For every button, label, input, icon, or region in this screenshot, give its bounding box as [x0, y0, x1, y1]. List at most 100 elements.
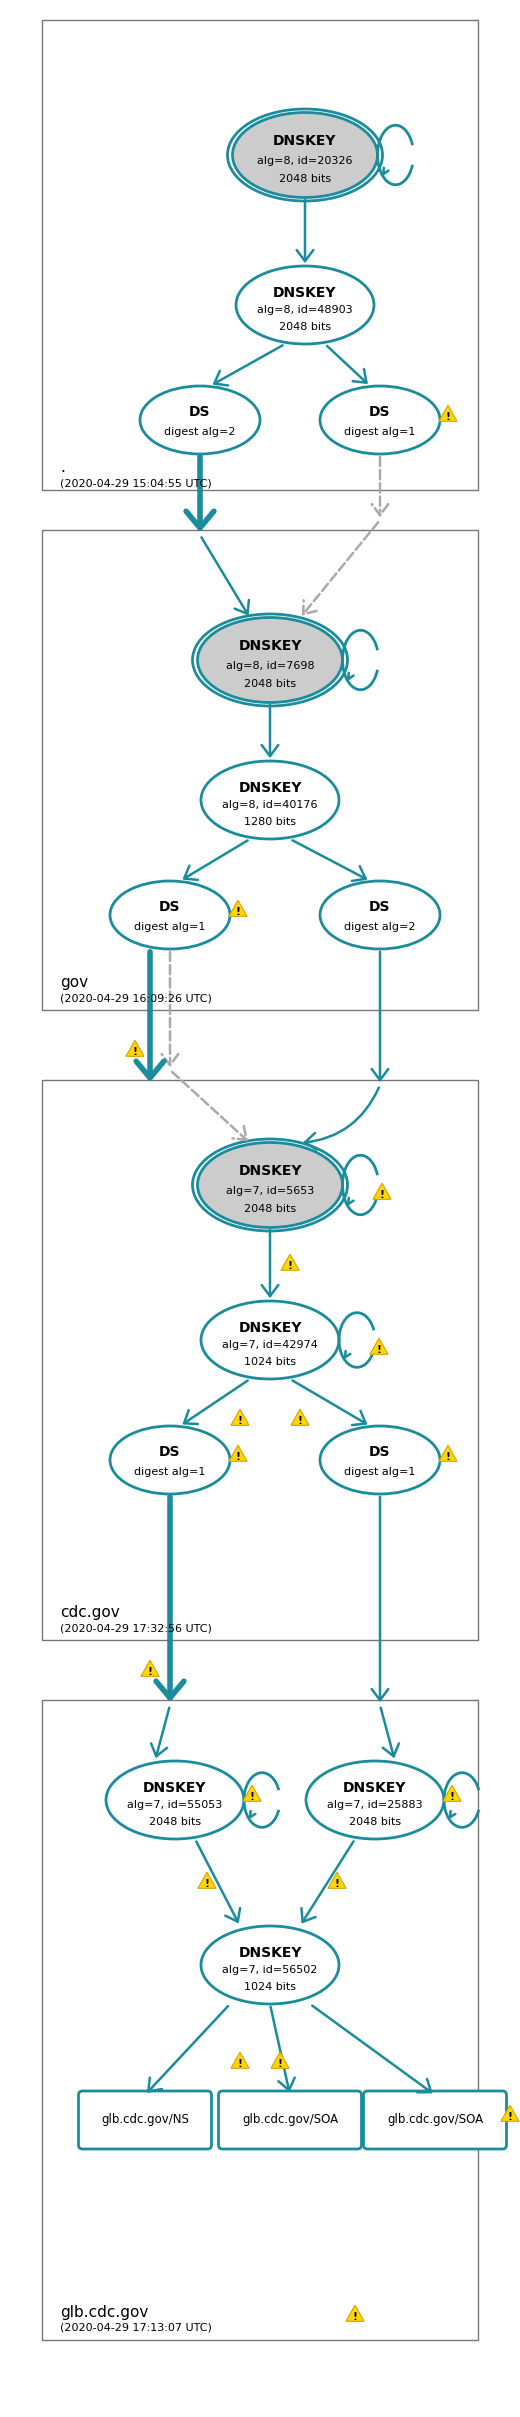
Polygon shape — [229, 899, 247, 916]
Text: gov: gov — [60, 974, 88, 991]
Polygon shape — [291, 1409, 309, 1426]
Text: !: ! — [288, 1262, 292, 1271]
Polygon shape — [231, 1409, 249, 1426]
Polygon shape — [373, 1184, 391, 1199]
Polygon shape — [328, 1873, 346, 1888]
FancyArrowPatch shape — [156, 1496, 184, 1697]
FancyArrowPatch shape — [262, 1230, 278, 1296]
Text: DNSKEY: DNSKEY — [273, 285, 337, 300]
Polygon shape — [126, 1039, 144, 1056]
Text: 2048 bits: 2048 bits — [149, 1818, 201, 1827]
Text: (2020-04-29 16:09:26 UTC): (2020-04-29 16:09:26 UTC) — [60, 993, 212, 1003]
Text: DS: DS — [369, 1445, 391, 1460]
Ellipse shape — [201, 1926, 339, 2004]
FancyArrowPatch shape — [186, 457, 214, 527]
Ellipse shape — [320, 1426, 440, 1494]
Text: !: ! — [250, 1791, 254, 1803]
Text: DS: DS — [369, 899, 391, 914]
FancyArrowPatch shape — [196, 1842, 240, 1922]
Text: 1024 bits: 1024 bits — [244, 1982, 296, 1992]
Ellipse shape — [110, 1426, 230, 1494]
FancyArrowPatch shape — [292, 1380, 366, 1426]
Ellipse shape — [306, 1762, 444, 1839]
Text: glb.cdc.gov/SOA: glb.cdc.gov/SOA — [242, 2112, 338, 2127]
Text: alg=8, id=48903: alg=8, id=48903 — [257, 305, 353, 317]
Text: alg=7, id=5653: alg=7, id=5653 — [226, 1187, 314, 1196]
Text: glb.cdc.gov/SOA: glb.cdc.gov/SOA — [387, 2112, 483, 2127]
Text: alg=7, id=56502: alg=7, id=56502 — [223, 1965, 318, 1975]
Text: DNSKEY: DNSKEY — [238, 1320, 302, 1334]
Text: DS: DS — [189, 404, 211, 418]
Text: !: ! — [297, 1416, 303, 1426]
FancyBboxPatch shape — [218, 2091, 361, 2149]
Text: 1024 bits: 1024 bits — [244, 1356, 296, 1368]
FancyArrowPatch shape — [184, 1380, 248, 1424]
Text: !: ! — [334, 1878, 340, 1890]
Text: .: . — [60, 459, 65, 476]
Ellipse shape — [232, 114, 378, 198]
FancyArrowPatch shape — [312, 2006, 431, 2093]
Text: alg=7, id=42974: alg=7, id=42974 — [222, 1341, 318, 1351]
Polygon shape — [281, 1254, 299, 1271]
Polygon shape — [141, 1660, 159, 1677]
Polygon shape — [370, 1339, 388, 1354]
Text: DNSKEY: DNSKEY — [343, 1781, 407, 1793]
FancyArrowPatch shape — [372, 457, 388, 515]
Text: alg=7, id=25883: alg=7, id=25883 — [327, 1801, 423, 1810]
Text: 2048 bits: 2048 bits — [244, 679, 296, 689]
Text: cdc.gov: cdc.gov — [60, 1605, 120, 1619]
Text: !: ! — [446, 413, 450, 423]
FancyBboxPatch shape — [363, 2091, 506, 2149]
Polygon shape — [443, 1786, 461, 1801]
Text: DNSKEY: DNSKEY — [273, 135, 337, 147]
FancyArrowPatch shape — [372, 1496, 388, 1699]
Polygon shape — [271, 2052, 289, 2069]
Text: DS: DS — [369, 404, 391, 418]
Text: (2020-04-29 17:32:56 UTC): (2020-04-29 17:32:56 UTC) — [60, 1622, 212, 1634]
Bar — [42, 529, 478, 1010]
Ellipse shape — [236, 266, 374, 343]
Polygon shape — [229, 1445, 247, 1462]
Text: digest alg=2: digest alg=2 — [344, 923, 416, 933]
Text: !: ! — [380, 1189, 384, 1201]
Text: 2048 bits: 2048 bits — [279, 321, 331, 331]
Ellipse shape — [201, 761, 339, 839]
Text: DNSKEY: DNSKEY — [238, 641, 302, 653]
FancyArrowPatch shape — [270, 2006, 295, 2091]
Text: !: ! — [450, 1791, 454, 1803]
FancyArrowPatch shape — [297, 201, 314, 261]
Text: alg=8, id=7698: alg=8, id=7698 — [226, 660, 314, 672]
Text: !: ! — [278, 2059, 282, 2069]
Polygon shape — [231, 2052, 249, 2069]
Ellipse shape — [320, 387, 440, 454]
Text: !: ! — [238, 2059, 242, 2069]
Text: alg=7, id=55053: alg=7, id=55053 — [127, 1801, 223, 1810]
FancyArrowPatch shape — [292, 841, 366, 880]
FancyArrowPatch shape — [148, 2006, 228, 2091]
Text: !: ! — [353, 2313, 357, 2323]
Text: !: ! — [238, 1416, 242, 1426]
Bar — [42, 1699, 478, 2340]
FancyArrowPatch shape — [162, 952, 178, 1066]
Text: digest alg=1: digest alg=1 — [344, 428, 415, 437]
Text: DS: DS — [159, 1445, 181, 1460]
Text: !: ! — [236, 1453, 240, 1462]
Text: DNSKEY: DNSKEY — [238, 1165, 302, 1179]
Text: 2048 bits: 2048 bits — [244, 1204, 296, 1213]
Text: glb.cdc.gov: glb.cdc.gov — [60, 2306, 148, 2320]
Ellipse shape — [201, 1300, 339, 1380]
Polygon shape — [346, 2306, 364, 2320]
FancyArrowPatch shape — [214, 346, 282, 384]
FancyArrowPatch shape — [381, 1709, 399, 1757]
FancyArrowPatch shape — [172, 1071, 246, 1141]
Text: !: ! — [133, 1047, 137, 1056]
Text: digest alg=2: digest alg=2 — [164, 428, 236, 437]
Text: (2020-04-29 17:13:07 UTC): (2020-04-29 17:13:07 UTC) — [60, 2323, 212, 2332]
FancyArrowPatch shape — [184, 841, 248, 880]
Text: alg=8, id=20326: alg=8, id=20326 — [257, 157, 353, 167]
Ellipse shape — [198, 1143, 343, 1228]
Text: alg=8, id=40176: alg=8, id=40176 — [222, 800, 318, 810]
FancyArrowPatch shape — [136, 952, 164, 1078]
FancyArrowPatch shape — [151, 1709, 170, 1757]
Text: DNSKEY: DNSKEY — [238, 781, 302, 795]
